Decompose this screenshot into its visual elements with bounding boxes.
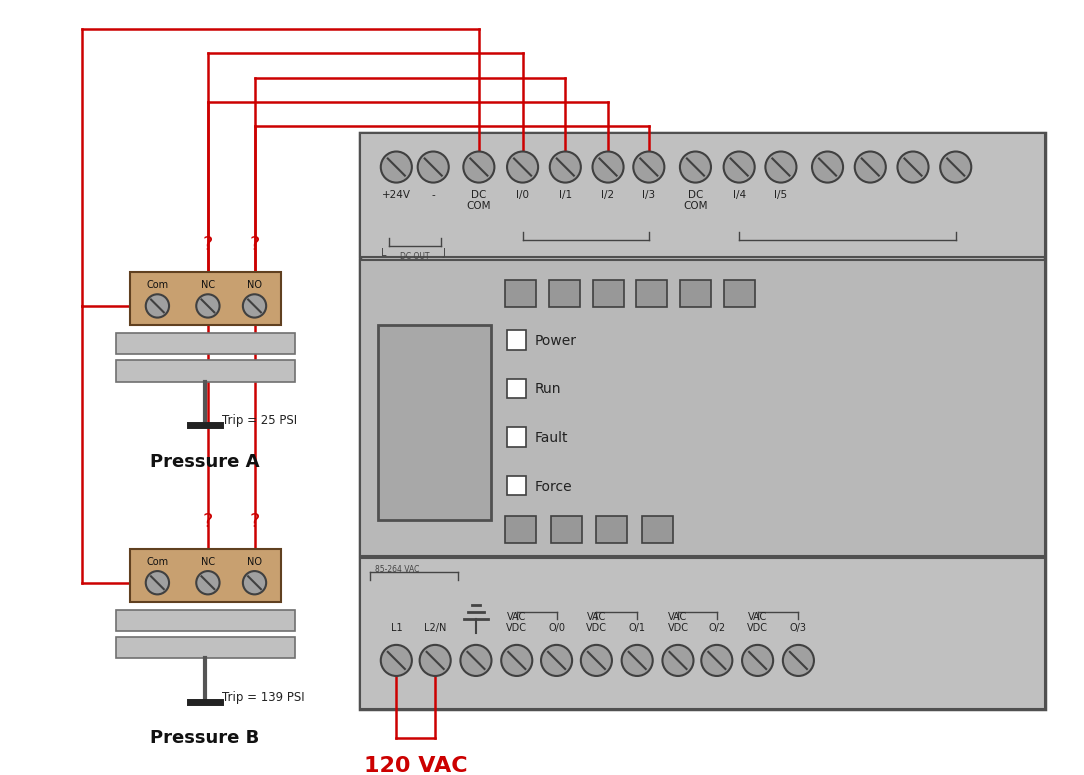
Text: J: J xyxy=(443,248,446,257)
Bar xyxy=(593,280,623,307)
Bar xyxy=(680,280,711,307)
Bar xyxy=(116,333,295,354)
Bar xyxy=(505,280,537,307)
Text: VAC
VDC: VAC VDC xyxy=(747,612,769,633)
Circle shape xyxy=(765,151,797,183)
Circle shape xyxy=(633,151,664,183)
Circle shape xyxy=(501,645,532,676)
Text: I/3: I/3 xyxy=(643,191,656,201)
Text: +24V: +24V xyxy=(382,191,411,201)
Circle shape xyxy=(417,151,449,183)
Circle shape xyxy=(463,151,494,183)
Circle shape xyxy=(380,151,412,183)
Text: NC: NC xyxy=(201,280,215,290)
Text: Fault: Fault xyxy=(534,431,568,445)
Text: Pressure A: Pressure A xyxy=(151,453,260,470)
Text: I/1: I/1 xyxy=(558,191,572,201)
Text: ?: ? xyxy=(203,236,214,254)
Text: Trip = 25 PSI: Trip = 25 PSI xyxy=(222,414,298,427)
Text: NO: NO xyxy=(247,556,262,567)
Bar xyxy=(378,326,491,519)
Text: Trip = 139 PSI: Trip = 139 PSI xyxy=(222,691,305,704)
Bar xyxy=(596,515,628,543)
Text: DC OUT: DC OUT xyxy=(400,252,429,260)
Text: I/4: I/4 xyxy=(733,191,746,201)
Text: Run: Run xyxy=(534,382,560,397)
Bar xyxy=(360,260,1045,556)
Circle shape xyxy=(940,151,971,183)
Text: Power: Power xyxy=(534,334,577,348)
Circle shape xyxy=(621,645,653,676)
Text: NO: NO xyxy=(247,280,262,290)
Bar xyxy=(116,360,295,381)
Bar xyxy=(507,330,527,350)
Bar xyxy=(130,272,281,326)
Text: O/3: O/3 xyxy=(790,623,806,633)
Bar xyxy=(360,559,1045,709)
Bar xyxy=(642,515,673,543)
Bar xyxy=(360,133,1045,257)
Text: L: L xyxy=(382,248,387,257)
Circle shape xyxy=(783,645,814,676)
Bar xyxy=(724,280,754,307)
Text: ?: ? xyxy=(249,512,260,531)
Text: L2/N: L2/N xyxy=(424,623,447,633)
Bar xyxy=(116,610,295,632)
Circle shape xyxy=(461,645,491,676)
Text: DC
COM: DC COM xyxy=(466,191,491,211)
Text: 85-264 VAC: 85-264 VAC xyxy=(375,565,420,574)
Text: VAC
VDC: VAC VDC xyxy=(585,612,607,633)
Text: O/1: O/1 xyxy=(629,623,646,633)
Circle shape xyxy=(812,151,843,183)
Bar xyxy=(549,280,580,307)
Circle shape xyxy=(380,645,412,676)
Circle shape xyxy=(724,151,754,183)
Bar xyxy=(507,379,527,398)
Text: 120 VAC: 120 VAC xyxy=(364,756,467,775)
Circle shape xyxy=(145,294,169,318)
Circle shape xyxy=(145,571,169,594)
Text: -: - xyxy=(431,191,435,201)
Text: Force: Force xyxy=(534,480,572,494)
Circle shape xyxy=(243,294,267,318)
Circle shape xyxy=(581,645,612,676)
Circle shape xyxy=(701,645,733,676)
Bar xyxy=(636,280,668,307)
Bar xyxy=(505,515,537,543)
Text: Com: Com xyxy=(146,556,168,567)
Text: I/2: I/2 xyxy=(602,191,615,201)
Text: VAC
VDC: VAC VDC xyxy=(668,612,688,633)
Circle shape xyxy=(680,151,711,183)
Text: I/5: I/5 xyxy=(774,191,787,201)
Text: DC
COM: DC COM xyxy=(683,191,708,211)
Circle shape xyxy=(662,645,694,676)
Text: VAC
VDC: VAC VDC xyxy=(506,612,527,633)
Circle shape xyxy=(854,151,886,183)
Bar xyxy=(507,427,527,446)
Circle shape xyxy=(593,151,623,183)
Circle shape xyxy=(243,571,267,594)
Text: ?: ? xyxy=(249,236,260,254)
Text: NC: NC xyxy=(201,556,215,567)
Text: Pressure B: Pressure B xyxy=(151,729,259,747)
Bar xyxy=(130,549,281,602)
Bar xyxy=(116,637,295,659)
Text: Com: Com xyxy=(146,280,168,290)
Text: ?: ? xyxy=(203,512,214,531)
Bar xyxy=(507,476,527,495)
Circle shape xyxy=(743,645,773,676)
Circle shape xyxy=(196,294,220,318)
Circle shape xyxy=(196,571,220,594)
Text: O/0: O/0 xyxy=(549,623,565,633)
Text: L1: L1 xyxy=(390,623,402,633)
Bar xyxy=(360,133,1045,709)
Circle shape xyxy=(541,645,572,676)
Bar xyxy=(551,515,582,543)
Circle shape xyxy=(507,151,538,183)
Text: I/0: I/0 xyxy=(516,191,529,201)
Circle shape xyxy=(898,151,929,183)
Circle shape xyxy=(420,645,451,676)
Circle shape xyxy=(550,151,581,183)
Text: O/2: O/2 xyxy=(708,623,725,633)
